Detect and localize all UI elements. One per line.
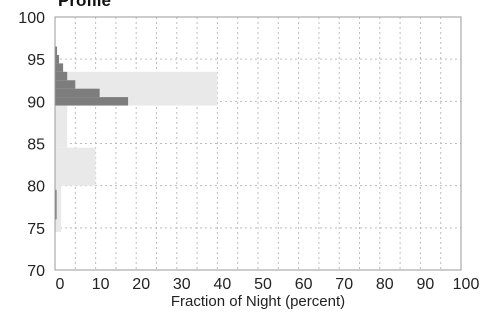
plot-frame <box>54 16 462 271</box>
x-axis-title: Fraction of Night (percent) <box>171 293 345 310</box>
bar-series-2-bin-2 <box>55 88 100 98</box>
y-tick-label: 90 <box>27 94 45 111</box>
bar-series-2-bin-6 <box>55 54 60 64</box>
x-tick-label: 90 <box>417 276 435 293</box>
x-tick-label: 70 <box>335 276 353 293</box>
y-tick-label: 70 <box>27 263 45 280</box>
bar-series-2-bin-1 <box>55 97 129 106</box>
y-tick-label: 100 <box>18 10 45 27</box>
bar-series-1-bin-1 <box>55 185 62 233</box>
y-axis-ticks: 100 95 90 85 80 75 70 <box>18 10 45 280</box>
x-tick-label: 60 <box>295 276 313 293</box>
y-tick-label: 80 <box>27 179 45 196</box>
x-tick-label: 50 <box>254 276 272 293</box>
x-tick-label: 80 <box>376 276 394 293</box>
bar-series-2-bin-5 <box>55 63 64 72</box>
bar-series-2-bin-3 <box>55 80 76 89</box>
x-tick-label: 30 <box>173 276 191 293</box>
bar-series-1-bin-2 <box>55 147 96 186</box>
bar-series-2-bin-4 <box>55 71 68 81</box>
x-tick-label: 10 <box>92 276 110 293</box>
x-tick-label: 40 <box>214 276 232 293</box>
x-tick-label: 100 <box>453 276 480 293</box>
x-tick-label: 20 <box>132 276 150 293</box>
bars <box>55 46 218 233</box>
x-axis-ticks: 0 10 20 30 40 50 60 70 80 90 100 <box>56 276 480 293</box>
grid <box>55 17 461 270</box>
y-tick-label: 75 <box>27 221 45 238</box>
bar-series-2-bin-8 <box>55 189 57 220</box>
x-tick-label: 0 <box>56 276 65 293</box>
y-tick-label: 85 <box>27 137 45 154</box>
bar-series-2-bin-7 <box>55 46 58 55</box>
y-tick-label: 95 <box>27 52 45 69</box>
chart-title: Profile <box>58 0 111 10</box>
bar-series-1-bin-3 <box>55 105 68 148</box>
